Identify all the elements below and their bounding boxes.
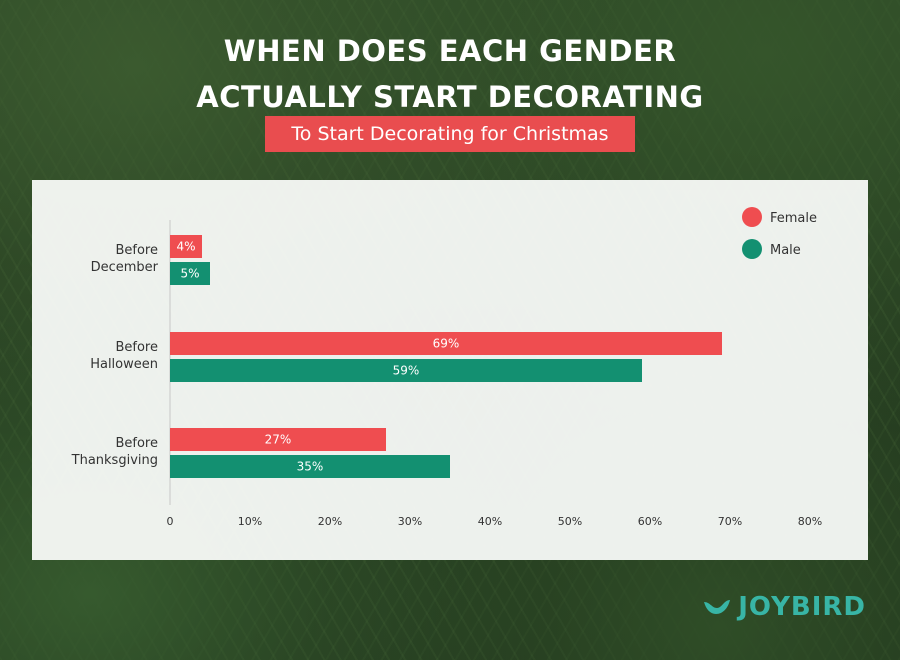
data-label: 35%	[297, 460, 324, 474]
chart-panel: 0 10% 20% 30% 40% 50% 60% 70% 80% Before December 4…	[32, 180, 868, 560]
category-label: Before	[115, 436, 158, 451]
bar-male	[170, 455, 450, 478]
x-tick-label: 10%	[238, 515, 262, 528]
x-tick-label: 50%	[558, 515, 582, 528]
bar-female	[170, 235, 202, 258]
brand-name: JOYBIRD	[738, 592, 866, 622]
legend-label: Male	[770, 243, 801, 258]
bar-male	[170, 262, 210, 285]
category-label: Thanksgiving	[71, 453, 158, 468]
bar-chart: 0 10% 20% 30% 40% 50% 60% 70% 80% Before December 4…	[71, 207, 822, 528]
x-tick-label: 0	[167, 515, 174, 528]
x-tick-label: 30%	[398, 515, 422, 528]
x-tick-label: 80%	[798, 515, 822, 528]
bar-male	[170, 359, 642, 382]
x-tick-label: 20%	[318, 515, 342, 528]
bar-female	[170, 332, 722, 355]
category-label: Before	[115, 243, 158, 258]
data-label: 4%	[176, 240, 195, 254]
chart-subtitle: To Start Decorating for Christmas	[265, 116, 635, 152]
chart-title: WHEN DOES EACH GENDER ACTUALLY START DEC…	[0, 28, 900, 120]
legend-marker-female	[742, 207, 762, 227]
data-label: 27%	[265, 433, 292, 447]
data-label: 5%	[180, 267, 199, 281]
brand-logo: JOYBIRD	[702, 592, 866, 622]
data-label: 69%	[433, 337, 460, 351]
category-label: Halloween	[90, 357, 158, 372]
x-tick-label: 70%	[718, 515, 742, 528]
title-line-1: WHEN DOES EACH GENDER	[223, 34, 677, 68]
bar-female	[170, 428, 386, 451]
x-tick-label: 40%	[478, 515, 502, 528]
x-tick-label: 60%	[638, 515, 662, 528]
legend-marker-male	[742, 239, 762, 259]
title-line-2: ACTUALLY START DECORATING	[196, 80, 704, 114]
bird-icon	[704, 600, 731, 614]
category-label: Before	[115, 340, 158, 355]
legend-label: Female	[770, 211, 817, 226]
category-label: December	[91, 260, 159, 275]
data-label: 59%	[393, 364, 420, 378]
